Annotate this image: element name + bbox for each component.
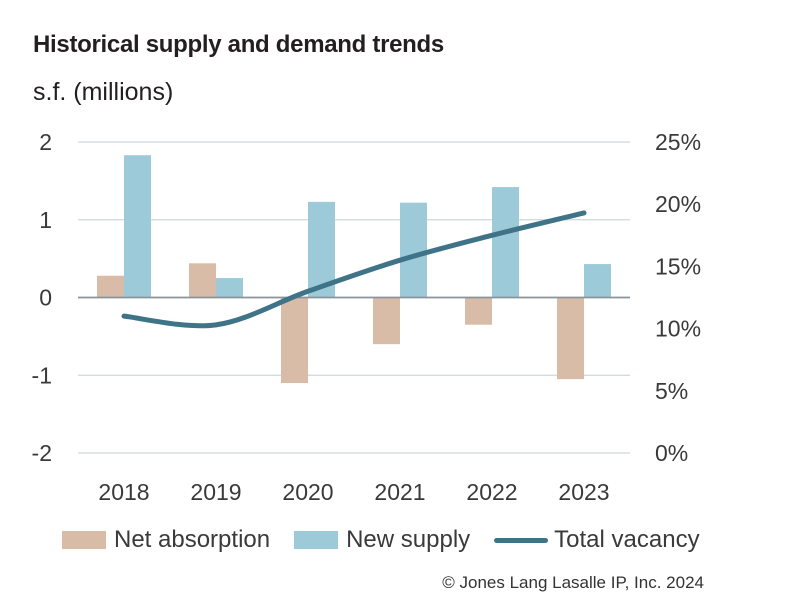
legend-swatch-total-vacancy [494,537,549,543]
chart-title: Historical supply and demand trends [33,31,444,58]
legend-label-new-supply: New supply [346,526,471,553]
right-axis-tick-label: 25% [655,129,701,155]
x-axis-tick-label: 2019 [190,479,241,505]
legend-label-total-vacancy: Total vacancy [554,526,700,553]
net-absorption-bar [97,275,124,298]
vacancy-line [121,210,587,329]
x-axis-tick-label: 2023 [558,479,609,505]
left-axis-tick-label: 0 [39,285,52,311]
left-axis-ticks: 2 1 0 -1 -2 [32,129,52,466]
left-axis-tick-label: -1 [32,362,52,388]
left-axis-tick-label: 1 [39,207,52,233]
net-absorption-bar [557,297,584,380]
new-supply-bar [124,155,151,298]
legend-item-new-supply: New supply [294,526,470,554]
legend-item-total-vacancy: Total vacancy [494,526,700,554]
x-axis-tick-label: 2021 [374,479,425,505]
left-axis-tick-label: 2 [39,129,52,155]
new-supply-bar [492,187,519,298]
right-axis-tick-label: 20% [655,191,701,217]
net-absorption-bar [189,263,216,298]
right-axis-tick-label: 0% [655,440,688,466]
left-axis-tick-label: -2 [32,440,52,466]
net-absorption-bar [281,297,308,384]
right-axis-tick-label: 5% [655,378,688,404]
x-axis-tick-label: 2022 [466,479,517,505]
x-axis-tick-label: 2020 [282,479,333,505]
right-axis-ticks: 25% 20% 15% 10% 5% 0% [655,129,701,466]
x-axis-ticks: 2018 2019 2020 2021 2022 2023 [98,479,609,505]
net-absorption-bar [465,297,492,325]
total-vacancy-line [121,210,587,329]
bars [97,155,611,384]
legend: Net absorption New supply Total vacancy [62,526,724,554]
legend-item-net-absorption: Net absorption [62,526,270,554]
right-axis-tick-label: 10% [655,316,701,342]
new-supply-bar [584,264,611,298]
right-axis-tick-label: 15% [655,253,701,279]
net-absorption-bar [373,297,400,345]
x-axis-tick-label: 2018 [98,479,149,505]
new-supply-bar [216,278,243,298]
y-axis-unit-label: s.f. (millions) [33,78,174,106]
legend-label-net-absorption: Net absorption [114,526,271,553]
legend-swatch-new-supply [294,531,339,549]
legend-swatch-net-absorption [62,531,106,549]
new-supply-bar [400,202,427,298]
source-credit: © Jones Lang Lasalle IP, Inc. 2024 [442,573,704,592]
